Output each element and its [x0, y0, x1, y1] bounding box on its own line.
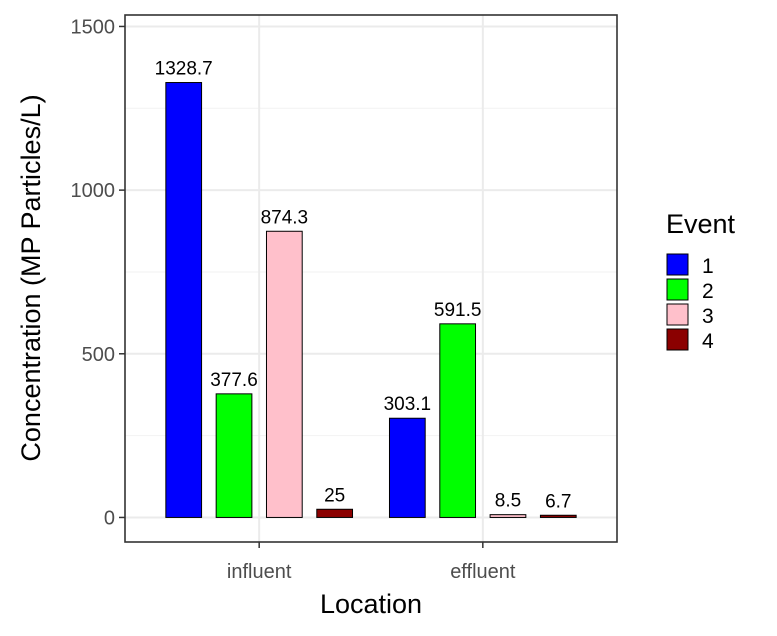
bar	[165, 82, 203, 518]
bar	[265, 230, 303, 518]
legend-key	[666, 328, 689, 351]
legend-label: 1	[702, 255, 714, 278]
grid-lines	[125, 15, 617, 542]
data-label: 25	[324, 485, 345, 506]
legend-label: 3	[702, 305, 714, 328]
x-tick-label: effluent	[450, 561, 516, 583]
bar	[489, 514, 527, 518]
legend-label: 2	[702, 280, 714, 303]
data-label: 8.5	[495, 491, 521, 512]
x-axis: influent effluent	[227, 542, 516, 583]
legend-title: Event	[666, 209, 736, 239]
data-label: 591.5	[434, 300, 482, 321]
plot-panel-border	[124, 14, 618, 543]
bar	[439, 323, 477, 518]
data-label: 377.6	[210, 370, 258, 391]
plot-panel-background	[125, 15, 617, 542]
x-tick-label: influent	[227, 561, 292, 583]
bars	[165, 82, 577, 518]
data-label: 1328.7	[155, 59, 213, 80]
data-labels: 1328.7 303.1 377.6 591.5 874.3 8.5 25 6.7	[155, 59, 572, 513]
bar	[388, 417, 426, 518]
legend-key	[666, 253, 689, 276]
y-axis-title: Concentration (MP Particles/L)	[16, 94, 46, 461]
legend-label: 4	[702, 330, 714, 353]
x-axis-title: Location	[320, 589, 422, 619]
bar	[316, 508, 354, 518]
y-tick-label: 1000	[71, 180, 116, 202]
y-axis: 0 500 1000 1500	[71, 16, 125, 529]
bar	[215, 393, 253, 518]
y-tick-label: 1500	[71, 16, 116, 38]
legend-key	[666, 278, 689, 301]
data-label: 303.1	[384, 394, 432, 415]
y-tick-label: 0	[104, 507, 115, 529]
legend-key	[666, 303, 689, 326]
bar	[539, 514, 577, 518]
data-label: 6.7	[545, 491, 571, 512]
data-label: 874.3	[261, 207, 309, 228]
y-tick-label: 500	[82, 344, 115, 366]
